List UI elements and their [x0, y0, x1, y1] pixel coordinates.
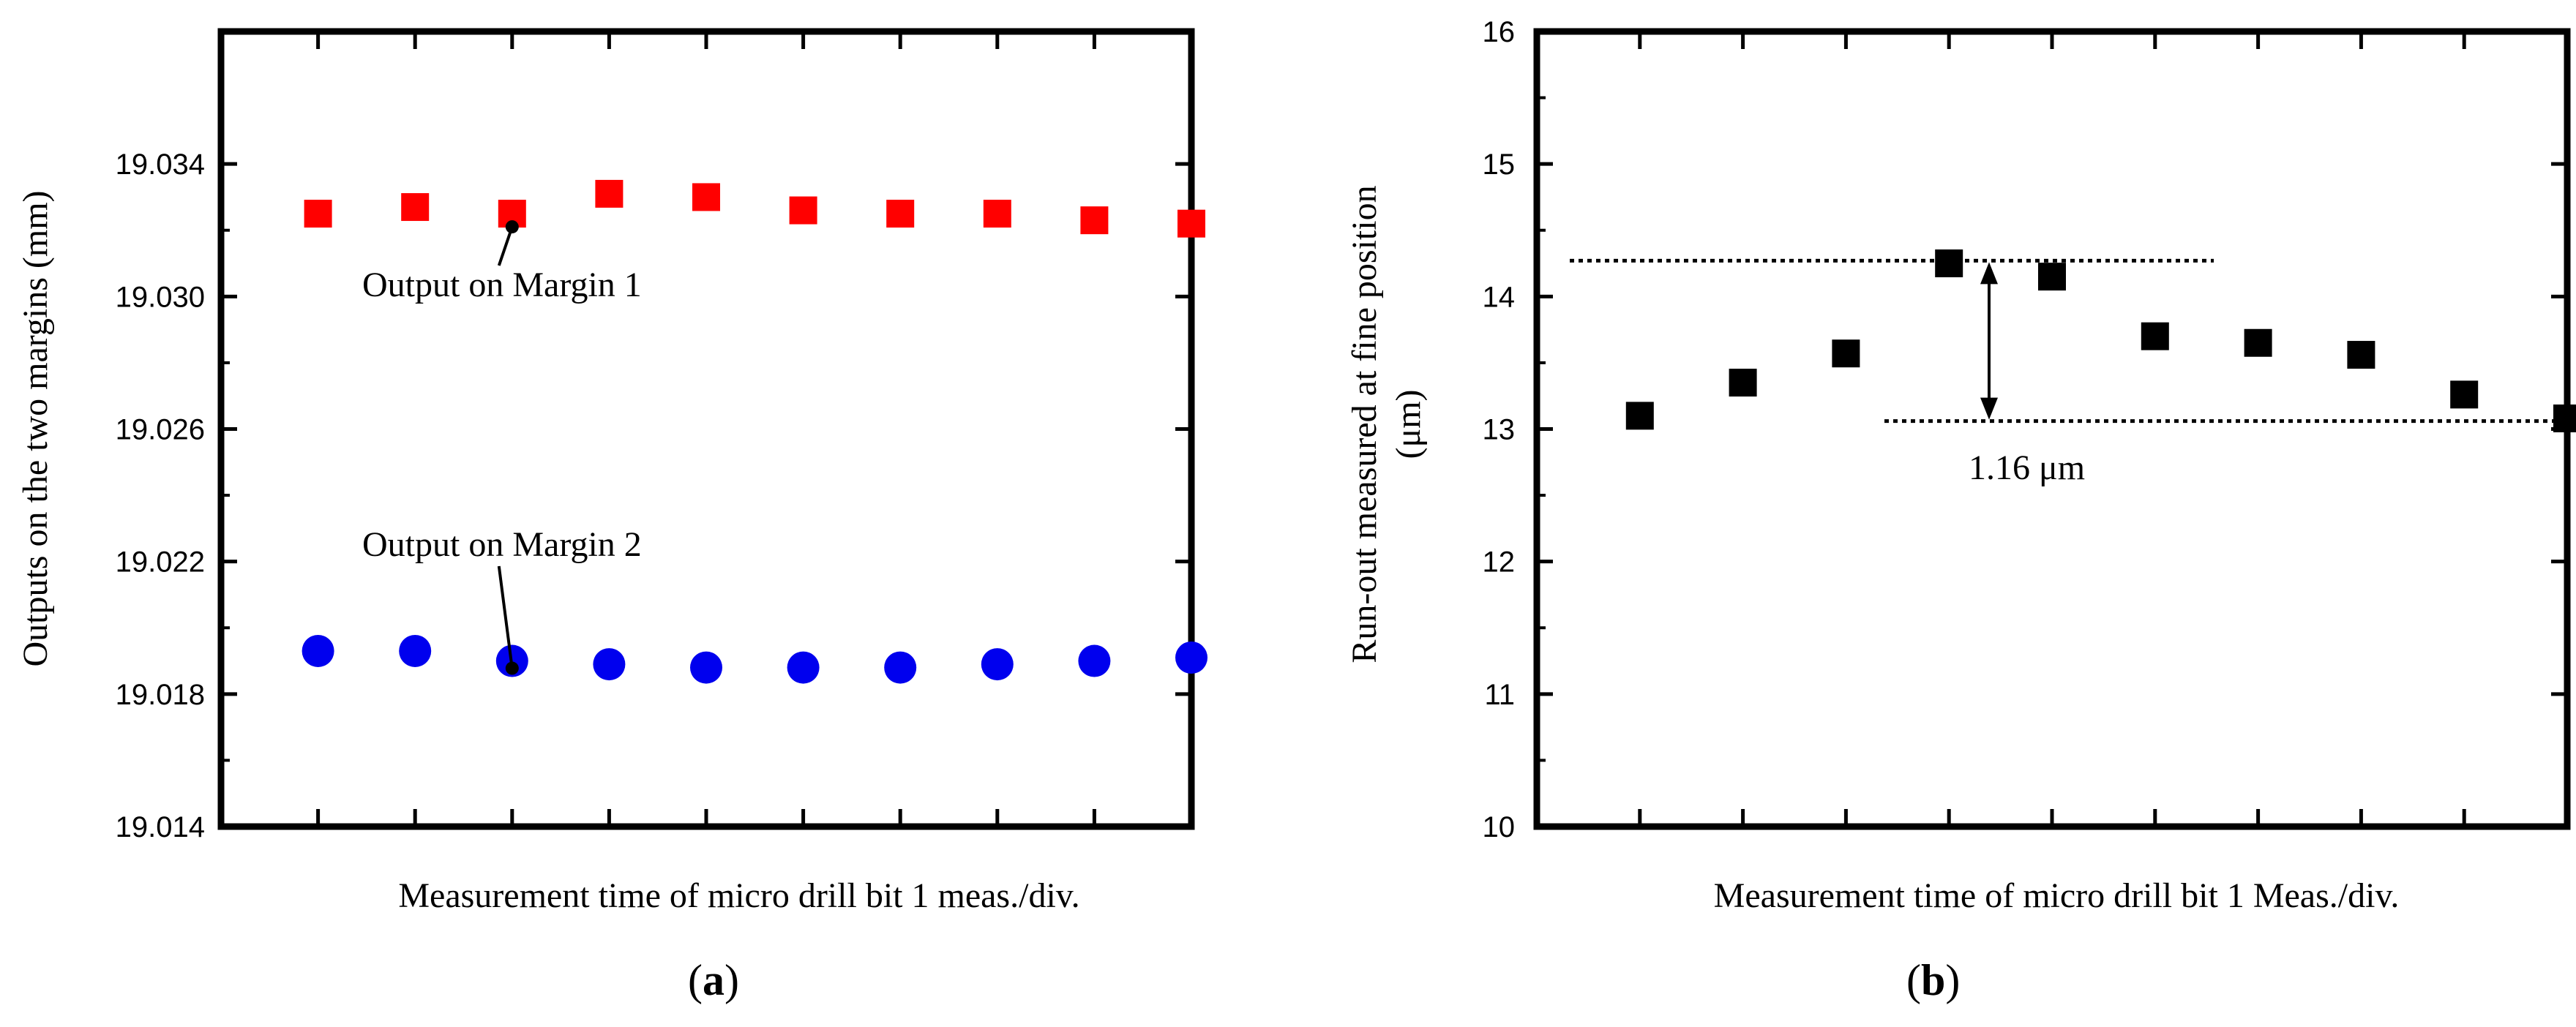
panel-b-plot-frame — [1533, 28, 2571, 830]
panel-a-ticks — [221, 31, 1194, 829]
panel-b-data-points — [1625, 249, 2576, 433]
panel-a-label: (a) — [688, 956, 739, 1004]
data-point-1-8 — [2347, 341, 2375, 369]
data-point-2-1 — [302, 634, 334, 667]
y-tick-label: 13 — [1483, 414, 1516, 446]
annotation-leader-2 — [497, 565, 514, 669]
panel-a-label-letter: a — [703, 956, 724, 1004]
y-tick-label: 12 — [1483, 546, 1516, 579]
data-point-1-9 — [1080, 206, 1109, 235]
data-point-1-9 — [2450, 380, 2479, 409]
panel-b-range-annotation: 1.16 μm — [1969, 448, 2085, 487]
annotation-label-1: Output on Margin 1 — [362, 266, 642, 304]
data-point-1-3 — [1832, 339, 1860, 368]
data-point-1-5 — [2038, 263, 2066, 291]
data-point-2-5 — [690, 651, 722, 684]
data-point-1-7 — [2244, 328, 2272, 357]
data-point-1-8 — [983, 200, 1011, 228]
data-point-2-10 — [1175, 642, 1208, 674]
annotation-dot-2 — [505, 661, 519, 675]
y-tick-label: 19.014 — [116, 811, 205, 843]
range-arrow-head-down — [1980, 397, 1998, 420]
panel-b-y-axis-title: Run-out measured at fine position — [1345, 185, 1384, 663]
data-point-2-9 — [1078, 644, 1111, 677]
y-tick-label: 16 — [1483, 16, 1516, 48]
y-tick-label: 15 — [1483, 148, 1516, 181]
data-point-1-7 — [886, 200, 915, 228]
data-point-1-1 — [304, 200, 332, 228]
y-tick-label: 19.018 — [116, 679, 205, 711]
panel-a-annotations: Output on Margin 1 Output on Margin 2 — [362, 220, 642, 675]
panel-b-y-tick-labels: 10 11 12 13 14 15 16 — [1483, 16, 1516, 843]
panel-b-reference-lines — [1570, 258, 2554, 424]
y-tick-label: 19.026 — [116, 414, 205, 446]
panel-b-x-axis-title: Measurement time of micro drill bit 1 Me… — [1714, 876, 2400, 915]
data-point-2-7 — [884, 651, 917, 684]
data-point-2-6 — [787, 651, 820, 684]
annotation-label-2: Output on Margin 2 — [362, 525, 642, 564]
panel-a-plot-frame — [217, 28, 1195, 830]
data-point-1-10 — [2553, 405, 2576, 433]
panel-a-y-axis-title: Outputs on the two margins (mm) — [16, 190, 55, 666]
y-tick-label: 10 — [1483, 811, 1516, 843]
panel-a-chart: 19.014 19.018 19.022 19.026 19.030 19.034 Out… — [16, 28, 1208, 1004]
panel-a-y-tick-labels: 19.014 19.018 19.022 19.026 19.030 19.034 — [116, 148, 205, 843]
panel-b-y-axis-unit: (μm) — [1389, 389, 1428, 459]
y-tick-label: 19.022 — [116, 546, 205, 579]
data-point-1-5 — [692, 183, 720, 211]
y-tick-label: 19.034 — [116, 148, 205, 181]
data-point-1-6 — [789, 196, 817, 225]
panel-b-chart: 10 11 12 13 14 15 16 1.16 μm Measurement time … — [1345, 16, 2576, 1004]
data-point-1-1 — [1625, 402, 1654, 430]
data-point-1-4 — [595, 179, 624, 208]
data-point-1-4 — [1935, 249, 1963, 278]
panel-b-ticks — [1537, 29, 2569, 829]
annotation-leader-1 — [497, 226, 514, 266]
data-point-2-2 — [399, 634, 432, 667]
y-tick-label: 11 — [1484, 679, 1515, 711]
annotation-dot-1 — [505, 220, 519, 234]
data-point-1-2 — [1729, 369, 1757, 397]
data-point-1-10 — [1177, 209, 1205, 238]
data-point-1-6 — [2141, 322, 2169, 350]
data-point-2-8 — [981, 648, 1014, 681]
range-arrow-head-up — [1980, 262, 1998, 285]
y-tick-label: 14 — [1483, 281, 1516, 313]
panel-b-label: (b) — [1906, 956, 1960, 1004]
panel-b-label-letter: b — [1921, 956, 1945, 1004]
data-point-1-2 — [401, 193, 430, 222]
data-point-2-4 — [593, 648, 626, 681]
y-tick-label: 19.030 — [116, 281, 205, 313]
panel-a-data-points — [302, 179, 1208, 684]
panel-a-x-axis-title: Measurement time of micro drill bit 1 me… — [398, 876, 1079, 915]
